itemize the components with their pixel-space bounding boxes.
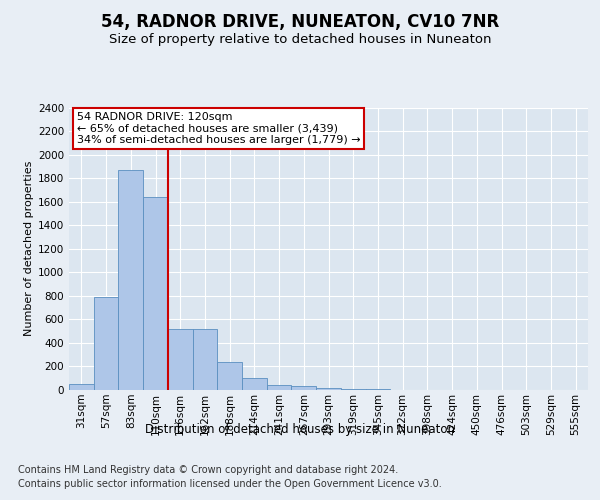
Bar [118, 170, 143, 390]
Text: Contains HM Land Registry data © Crown copyright and database right 2024.: Contains HM Land Registry data © Crown c… [18, 465, 398, 475]
Text: 54, RADNOR DRIVE, NUNEATON, CV10 7NR: 54, RADNOR DRIVE, NUNEATON, CV10 7NR [101, 12, 499, 30]
Bar [316, 388, 341, 390]
Text: Distribution of detached houses by size in Nuneaton: Distribution of detached houses by size … [145, 422, 455, 436]
Y-axis label: Number of detached properties: Number of detached properties [24, 161, 34, 336]
Bar [217, 362, 242, 390]
Bar [242, 378, 267, 390]
Text: Size of property relative to detached houses in Nuneaton: Size of property relative to detached ho… [109, 32, 491, 46]
Bar [168, 329, 193, 390]
Text: 54 RADNOR DRIVE: 120sqm
← 65% of detached houses are smaller (3,439)
34% of semi: 54 RADNOR DRIVE: 120sqm ← 65% of detache… [77, 112, 361, 145]
Bar [193, 329, 217, 390]
Bar [292, 386, 316, 390]
Bar [94, 297, 118, 390]
Bar [341, 389, 365, 390]
Bar [267, 384, 292, 390]
Text: Contains public sector information licensed under the Open Government Licence v3: Contains public sector information licen… [18, 479, 442, 489]
Bar [143, 197, 168, 390]
Bar [69, 384, 94, 390]
